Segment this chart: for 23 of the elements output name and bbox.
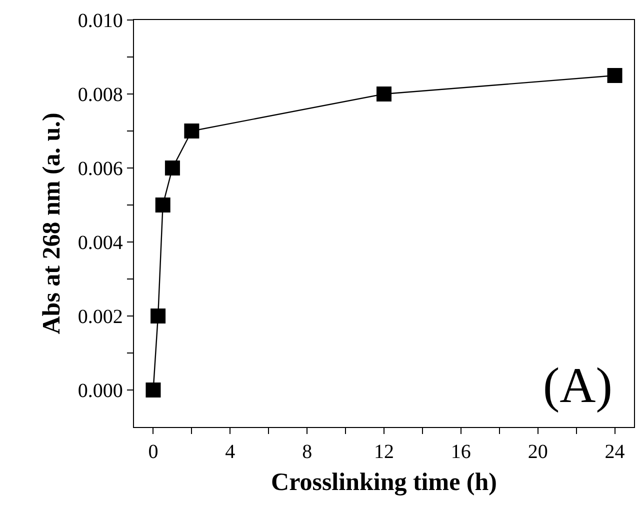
y-axis-title: Abs at 268 nm (a. u.) <box>38 112 66 334</box>
point <box>150 308 166 324</box>
point <box>164 160 180 176</box>
x-tick-label: 16 <box>450 441 471 464</box>
point <box>155 198 170 212</box>
y-tick-label: 0.002 <box>78 306 123 328</box>
y-tick-label: 0.010 <box>78 10 123 32</box>
x-tick-label: 20 <box>528 441 548 464</box>
x-tick-label: 24 <box>604 441 625 464</box>
y-tick-label: 0.004 <box>78 232 123 254</box>
point <box>184 124 200 138</box>
x-axis-title: Crosslinking time (h) <box>271 469 497 496</box>
annotation: (A) <box>543 357 612 413</box>
x-tick-label: 4 <box>225 441 236 464</box>
point <box>376 86 392 102</box>
y-tick-label: 0.006 <box>78 158 123 180</box>
x-tick-label: 8 <box>302 441 312 464</box>
x-tick-label: 12 <box>374 441 394 464</box>
y-tick-label: 0.008 <box>78 84 123 106</box>
y-tick-label: 0.000 <box>78 380 123 402</box>
x-tick-label: 0 <box>148 441 158 464</box>
point <box>607 68 622 83</box>
point <box>146 382 161 398</box>
